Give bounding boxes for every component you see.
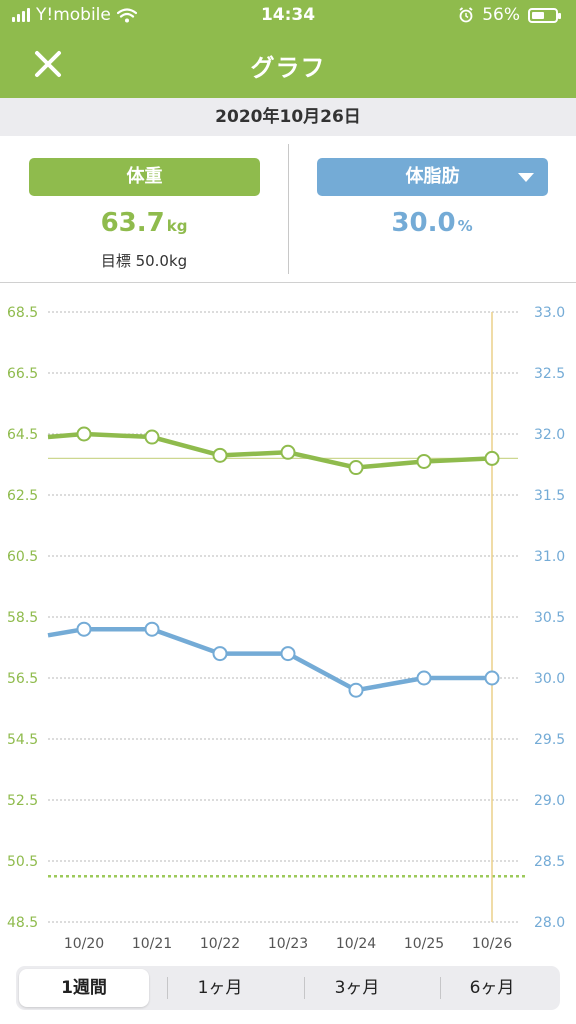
fat-label: 体脂肪 [405, 166, 460, 187]
segment-3-months[interactable]: 3ヶ月 [334, 978, 380, 998]
target-weight: 目標 50.0kg [100, 252, 188, 270]
battery-percent: 56% [482, 5, 520, 25]
weight-data-point [484, 450, 500, 466]
x-axis-tick-label: 10/21 [132, 936, 172, 952]
weight-data-point [280, 444, 296, 460]
left-axis-tick-label: 68.5 [7, 305, 38, 321]
right-axis-tick-label: 29.5 [534, 732, 565, 748]
segment-1-month[interactable]: 1ヶ月 [197, 978, 243, 998]
weight-number: 63.7 [100, 208, 165, 238]
date-label: 2020年10月26日 [0, 98, 576, 136]
fat-data-point [280, 646, 296, 662]
right-axis-tick-label: 29.0 [534, 793, 565, 809]
segment-divider [304, 977, 305, 999]
fat-unit: % [457, 217, 473, 235]
segment-divider [440, 977, 441, 999]
weight-data-point [212, 447, 228, 463]
weight-data-point [348, 460, 364, 476]
page-title: グラフ [250, 54, 326, 82]
left-axis-tick-label: 64.5 [7, 427, 38, 443]
status-bar: Y!mobile 14:34 56% [0, 0, 576, 32]
left-axis-tick-label: 58.5 [7, 610, 38, 626]
x-axis-tick-label: 10/23 [268, 936, 308, 952]
summary-divider [288, 144, 289, 274]
fat-value: 30.0% [288, 208, 576, 238]
left-axis-tick-label: 56.5 [7, 671, 38, 687]
right-axis-tick-label: 28.0 [534, 915, 565, 931]
left-axis-tick-label: 60.5 [7, 549, 38, 565]
x-axis-tick-label: 10/22 [200, 936, 240, 952]
x-axis-tick-label: 10/26 [472, 936, 512, 952]
top-bar: Y!mobile 14:34 56% グラフ [0, 0, 576, 98]
period-segmented-control: 1週間 1ヶ月 3ヶ月 6ヶ月 [16, 966, 560, 1010]
fat-dropdown[interactable]: 体脂肪 [317, 158, 548, 196]
weight-button[interactable]: 体重 [29, 158, 260, 196]
summary-panel: 体重 体脂肪 63.7 kg 30.0% 目標 50.0kg [0, 136, 576, 283]
x-axis-tick-label: 10/25 [404, 936, 444, 952]
fat-number: 30.0 [391, 208, 456, 238]
left-axis-tick-label: 62.5 [7, 488, 38, 504]
fat-data-point [416, 670, 432, 686]
left-axis-tick-label: 50.5 [7, 854, 38, 870]
fat-data-point [76, 621, 92, 637]
left-axis-tick-label: 66.5 [7, 366, 38, 382]
segment-1-week[interactable]: 1週間 [19, 969, 149, 1007]
left-axis-tick-label: 54.5 [7, 732, 38, 748]
chevron-down-icon [518, 173, 534, 182]
right-axis-tick-label: 33.0 [534, 305, 565, 321]
signal-icon [12, 8, 30, 22]
weight-value: 63.7 kg [0, 208, 288, 238]
right-axis-tick-label: 32.5 [534, 366, 565, 382]
weight-data-point [76, 426, 92, 442]
fat-data-point [144, 621, 160, 637]
weight-series-line [47, 431, 493, 470]
left-axis-tick-label: 52.5 [7, 793, 38, 809]
close-icon[interactable] [28, 44, 68, 84]
nav-bar: グラフ [0, 32, 576, 98]
status-time: 14:34 [260, 5, 316, 25]
segment-divider [167, 977, 168, 999]
right-axis-tick-label: 30.5 [534, 610, 565, 626]
carrier-label: Y!mobile [36, 5, 111, 25]
fat-series-line [47, 626, 492, 693]
right-axis-tick-label: 30.0 [534, 671, 565, 687]
alarm-icon [459, 7, 473, 23]
right-axis-tick-label: 31.0 [534, 549, 565, 565]
segment-6-months[interactable]: 6ヶ月 [469, 978, 515, 998]
right-axis-tick-label: 32.0 [534, 427, 565, 443]
x-axis-tick-label: 10/24 [336, 936, 376, 952]
battery-icon [528, 7, 561, 23]
right-axis-tick-label: 28.5 [534, 854, 565, 870]
fat-data-point [212, 646, 228, 662]
weight-fat-chart[interactable]: 68.5 33.0 66.5 32.5 64.5 32.0 62.5 31.5 60.5 31.0… [0, 282, 576, 962]
x-axis-tick-label: 10/20 [64, 936, 104, 952]
weight-data-point [416, 453, 432, 469]
right-axis-tick-label: 31.5 [534, 488, 565, 504]
weight-unit: kg [166, 217, 188, 235]
weight-data-point [144, 429, 160, 445]
weight-label: 体重 [126, 166, 163, 187]
left-axis-tick-label: 48.5 [7, 915, 38, 931]
fat-data-point [348, 682, 364, 698]
fat-data-point [484, 670, 500, 686]
wifi-icon [116, 7, 137, 22]
